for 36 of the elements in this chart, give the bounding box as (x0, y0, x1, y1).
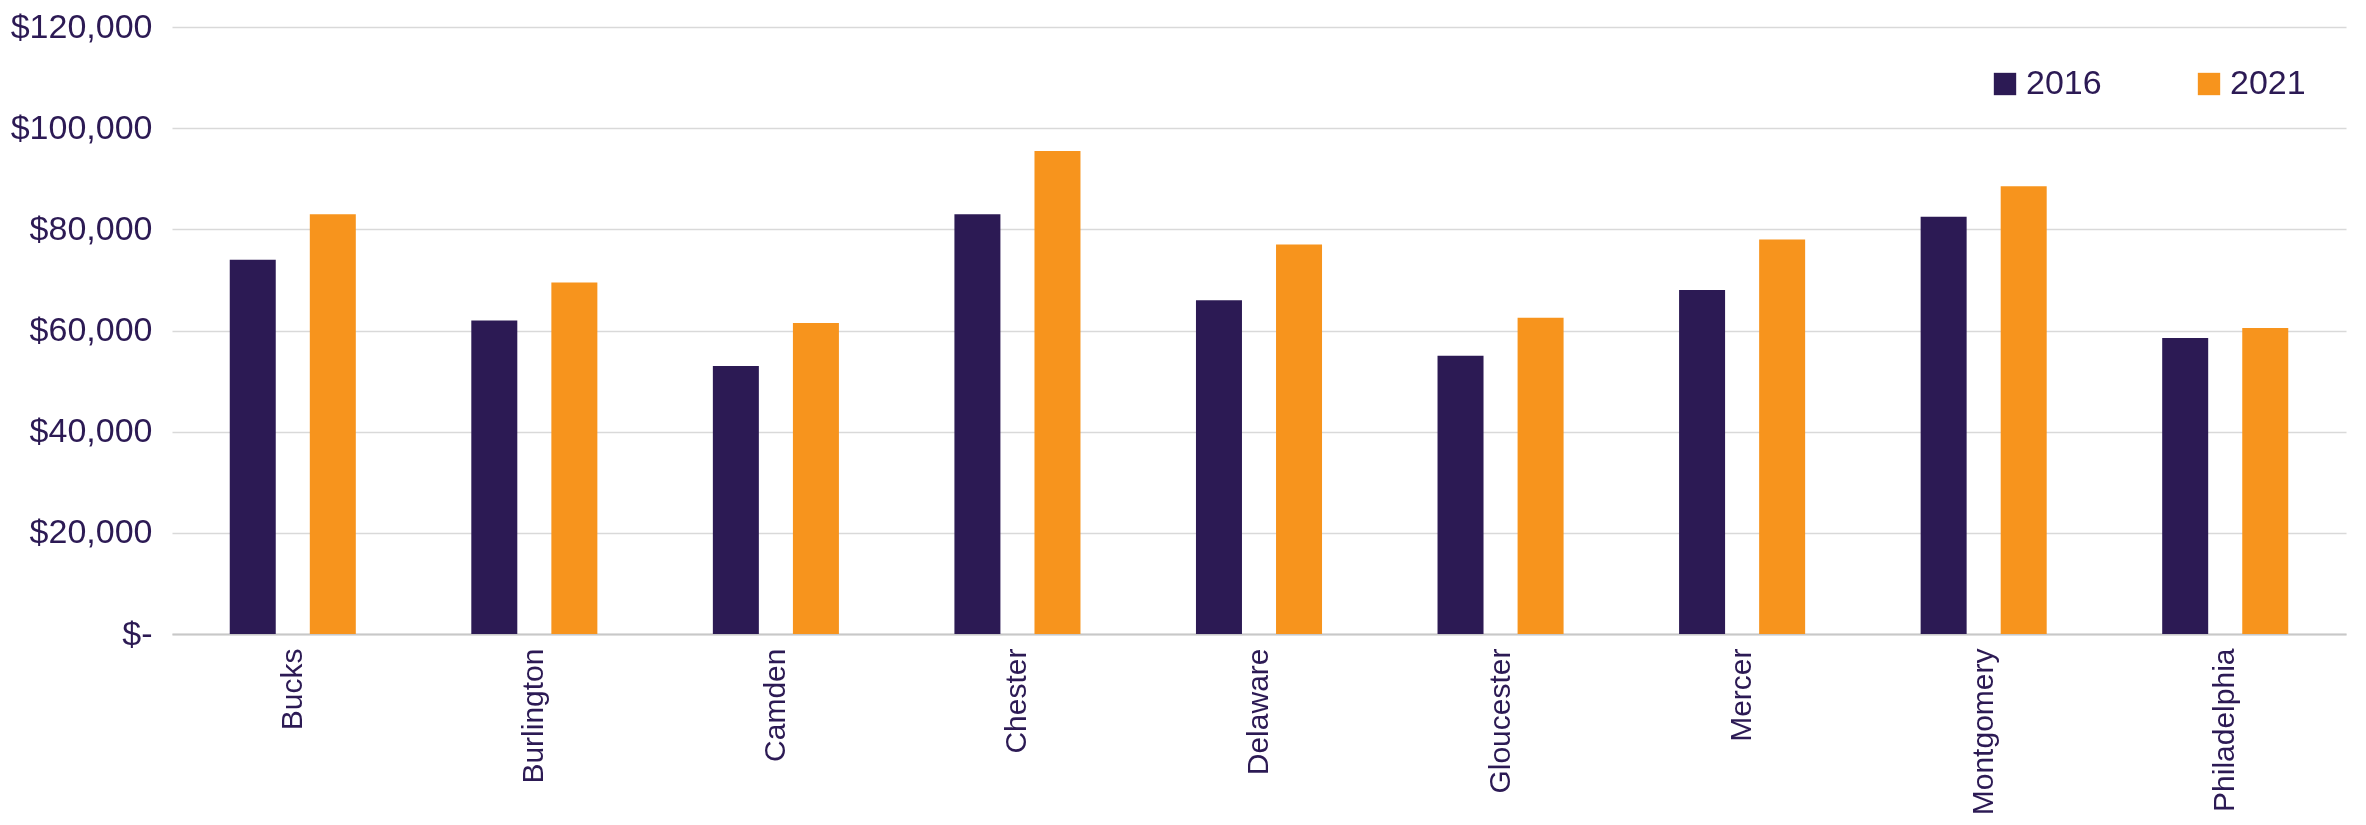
x-tick-label: Burlington (516, 648, 550, 784)
bar (229, 259, 276, 634)
y-tick-label: $100,000 (10, 107, 153, 146)
bar (471, 320, 518, 634)
legend-label: 2016 (2026, 63, 2102, 101)
bar (1276, 244, 1323, 634)
y-tick-label: $- (122, 613, 153, 652)
bar (954, 214, 1001, 634)
bar (309, 214, 356, 634)
bar (1195, 300, 1242, 634)
bar (1679, 290, 1726, 634)
bar (1437, 355, 1484, 634)
bar (1034, 150, 1081, 634)
x-tick-label: Delaware (1241, 648, 1274, 776)
bar (551, 282, 598, 634)
y-tick-label: $80,000 (29, 208, 153, 247)
bar (712, 365, 759, 634)
y-tick-label: $20,000 (29, 512, 153, 551)
x-tick-label: Montgomery (1965, 648, 1999, 816)
y-tick-label: $40,000 (29, 411, 153, 450)
bar (1517, 317, 1564, 634)
bar (2000, 186, 2047, 634)
legend-label: 2021 (2230, 63, 2306, 101)
y-tick-label: $120,000 (10, 6, 153, 45)
x-tick-label: Mercer (1724, 648, 1758, 742)
bar (1759, 239, 1806, 634)
bar (1920, 216, 1967, 634)
bar (792, 322, 839, 634)
x-tick-label: Philadelphia (2207, 648, 2241, 812)
x-tick-label: Bucks (274, 648, 308, 731)
x-tick-label: Chester (999, 648, 1033, 754)
x-tick-label: Camden (757, 648, 791, 762)
bar (2162, 338, 2209, 634)
y-tick-label: $60,000 (29, 310, 153, 348)
x-tick-label: Gloucester (1482, 648, 1516, 794)
bar (2242, 327, 2289, 634)
